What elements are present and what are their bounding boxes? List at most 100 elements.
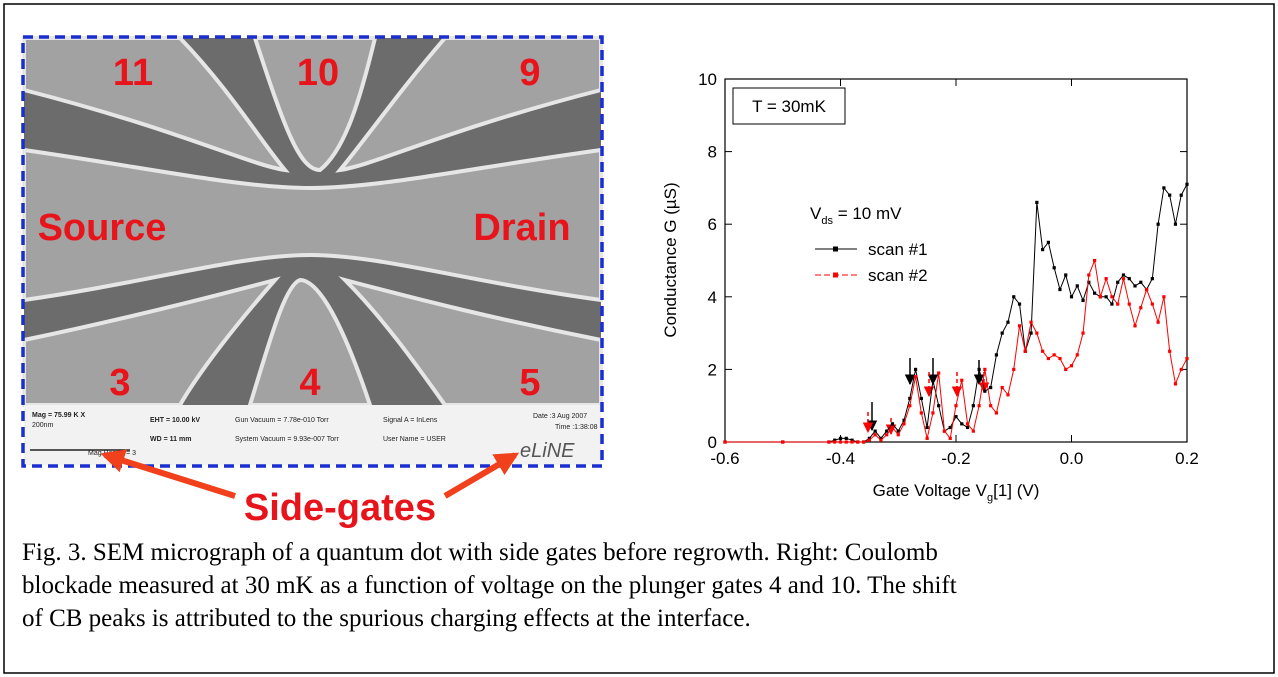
contact-label: Source: [38, 207, 167, 249]
data-point: [838, 436, 843, 440]
data-point: [989, 404, 993, 408]
data-point: [885, 429, 889, 433]
y-tick-label: 6: [708, 215, 717, 234]
data-point: [1168, 349, 1172, 353]
legend-title-part: V: [810, 204, 822, 223]
x-tick-label: -0.2: [941, 449, 970, 468]
data-point: [1069, 364, 1074, 368]
data-point: [1064, 273, 1068, 277]
sem-border: [21, 35, 604, 468]
data-point: [827, 440, 831, 444]
legend-label: scan #2: [868, 266, 928, 285]
data-point: [908, 396, 912, 401]
data-point: [960, 422, 964, 426]
data-point: [925, 436, 929, 440]
data-point: [867, 438, 871, 442]
x-axis-label: Gate Voltage Vg[1] (V): [873, 481, 1040, 504]
data-point: [937, 404, 941, 408]
data-point: [723, 440, 727, 444]
data-point: [1052, 266, 1056, 270]
data-point: [1121, 277, 1126, 281]
data-point: [1110, 295, 1114, 299]
y-tick-label: 2: [708, 360, 717, 379]
data-point: [1075, 284, 1079, 288]
data-point: [942, 429, 947, 433]
data-point: [1023, 349, 1027, 353]
data-point: [850, 438, 854, 442]
info-text: 200nm: [32, 422, 54, 429]
data-point: [948, 436, 952, 440]
data-point: [954, 414, 958, 419]
data-point: [913, 375, 918, 379]
info-text: EHT = 10.00 kV: [150, 417, 200, 424]
gate-label: 4: [299, 362, 320, 404]
data-point: [1006, 320, 1010, 324]
data-point: [965, 425, 970, 430]
data-point: [948, 425, 952, 430]
data-point: [1093, 291, 1097, 295]
data-point: [1017, 324, 1022, 328]
data-point: [977, 367, 981, 371]
data-point: [1035, 200, 1039, 205]
data-point: [1139, 306, 1143, 310]
caption-line: blockade measured at 30 mK as a function…: [22, 572, 957, 599]
y-tick-label: 8: [708, 143, 717, 162]
data-point: [1087, 280, 1091, 284]
series-line: [725, 184, 1188, 443]
data-point: [913, 367, 918, 371]
data-point: [1029, 320, 1033, 324]
data-point: [1029, 331, 1033, 335]
data-point: [1139, 280, 1143, 284]
y-tick-label: 10: [698, 70, 717, 89]
data-point: [879, 436, 883, 440]
caption-line: Fig. 3. SEM micrograph of a quantum dot …: [22, 539, 938, 566]
data-point: [838, 440, 843, 444]
data-point: [1133, 284, 1137, 288]
data-point: [867, 436, 871, 440]
data-point: [1168, 193, 1172, 197]
data-point: [983, 367, 987, 371]
legend-title-sub: ds: [821, 215, 833, 227]
data-point: [1000, 385, 1004, 390]
data-point: [1046, 356, 1050, 361]
data-point: [1041, 248, 1045, 252]
data-point: [885, 433, 889, 437]
info-text: System Vacuum = 9.93e-007 Torr: [235, 436, 339, 443]
data-point: [1179, 367, 1183, 371]
gate-label: 3: [109, 362, 130, 404]
x-axis-label-part: [1] (V): [993, 481, 1039, 500]
annotation-box: [732, 87, 846, 125]
data-point: [989, 385, 993, 390]
info-text: WD = 11 mm: [150, 436, 191, 443]
data-point: [1127, 277, 1131, 281]
contact-label: Drain: [473, 207, 570, 249]
data-point: [833, 440, 837, 444]
data-point: [1087, 273, 1091, 277]
data-point: [1185, 356, 1189, 361]
gate-label: 10: [297, 52, 339, 94]
data-point: [1058, 356, 1062, 361]
sem-image: [22, 36, 603, 465]
data-point: [1156, 222, 1160, 226]
data-point: [1150, 302, 1154, 306]
data-point: [1041, 349, 1045, 353]
legend-title-part: = 10 mV: [833, 204, 902, 223]
data-point: [873, 433, 877, 437]
data-point: [919, 396, 923, 401]
data-point: [937, 371, 941, 375]
data-point: [931, 378, 935, 382]
info-text: Gun Vacuum = 7.78e-010 Torr: [235, 417, 329, 424]
data-point: [1081, 298, 1085, 303]
data-point: [919, 411, 923, 415]
data-point: [890, 425, 895, 430]
callout-text: Side-gates: [244, 487, 436, 529]
data-point: [1017, 302, 1022, 306]
y-tick-label: 4: [708, 288, 717, 307]
data-point: [1058, 287, 1062, 292]
data-point: [960, 378, 964, 382]
data-point: [1104, 295, 1108, 299]
data-point: [1098, 295, 1102, 299]
caption: Fig. 3. SEM micrograph of a quantum dot …: [22, 539, 957, 632]
data-point: [1046, 240, 1050, 244]
